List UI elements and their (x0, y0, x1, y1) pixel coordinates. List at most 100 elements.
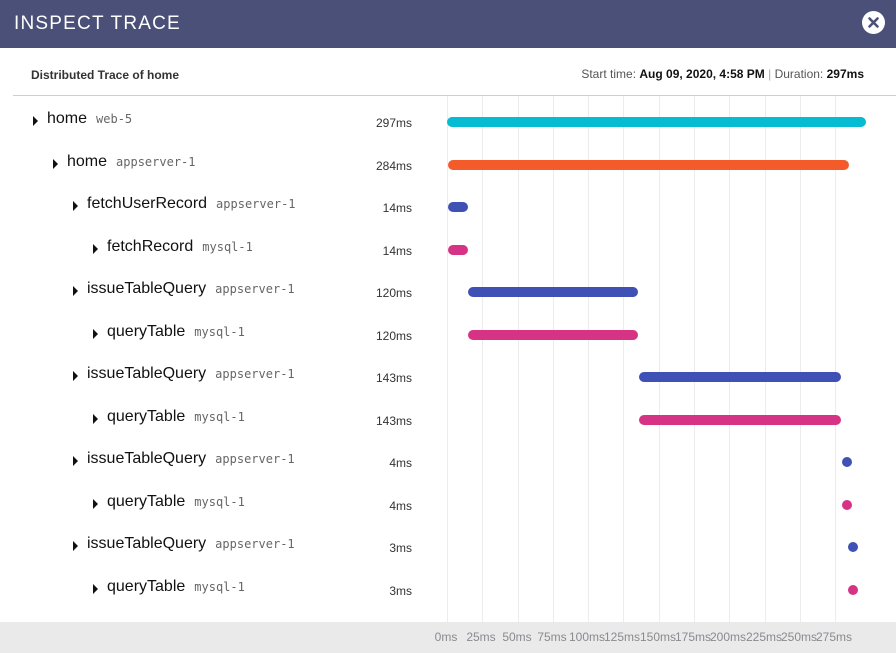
axis-tick-label: 0ms (434, 630, 458, 644)
service-name: appserver-1 (215, 452, 295, 466)
span-bar[interactable] (448, 244, 469, 255)
expand-caret-icon[interactable] (73, 371, 78, 381)
span-row[interactable]: queryTable mysql-1 143ms (0, 396, 896, 438)
gridline (694, 96, 695, 622)
header-divider (13, 95, 896, 96)
expand-caret-icon[interactable] (73, 286, 78, 296)
span-row[interactable]: issueTableQuery appserver-1 143ms (0, 353, 896, 395)
trace-header: Distributed Trace of home Start time: Au… (0, 48, 896, 96)
gridline (835, 96, 836, 622)
service-name: mysql-1 (194, 494, 245, 509)
span-name[interactable]: issueTableQuery appserver-1 (87, 365, 295, 383)
span-row[interactable]: issueTableQuery appserver-1 3ms (0, 523, 896, 565)
axis-tick-label: 100ms (568, 630, 606, 644)
gridline (765, 96, 766, 622)
axis-tick-label: 75ms (537, 630, 567, 644)
service-name: appserver-1 (215, 537, 295, 551)
span-duration: 143ms (375, 371, 412, 385)
span-row[interactable]: home appserver-1 284ms (0, 141, 896, 183)
axis-tick-label: 50ms (502, 630, 532, 644)
duration-value: 297ms (826, 67, 864, 81)
span-name[interactable]: fetchRecord mysql-1 (107, 238, 253, 256)
span-row[interactable]: fetchRecord mysql-1 14ms (0, 226, 896, 268)
span-name[interactable]: queryTable mysql-1 (107, 408, 245, 426)
close-button[interactable] (862, 11, 885, 34)
span-name[interactable]: fetchUserRecord appserver-1 (87, 195, 296, 213)
span-bar[interactable] (447, 117, 867, 127)
operation-name: queryTable (107, 407, 186, 425)
axis-tick-label: 175ms (674, 630, 712, 644)
span-duration: 297ms (375, 116, 412, 130)
span-bar[interactable] (448, 202, 469, 212)
timeline-axis: 0ms 25ms 50ms 75ms 100ms 125ms 150ms 175ms 200ms… (0, 622, 896, 653)
expand-caret-icon[interactable] (93, 498, 98, 509)
expand-caret-icon[interactable] (73, 201, 78, 211)
service-name: appserver-1 (215, 282, 295, 296)
axis-tick-label: 125ms (603, 630, 641, 644)
span-name[interactable]: home web-5 (47, 110, 132, 128)
span-bar[interactable] (468, 287, 638, 297)
expand-caret-icon[interactable] (73, 456, 78, 466)
span-name[interactable]: issueTableQuery appserver-1 (87, 535, 295, 553)
span-row[interactable]: queryTable mysql-1 4ms (0, 481, 896, 523)
title-bar: INSPECT TRACE (0, 0, 896, 48)
span-bar[interactable] (842, 499, 853, 510)
gridline (553, 96, 554, 622)
operation-name: queryTable (107, 322, 186, 340)
operation-name: fetchRecord (107, 237, 194, 255)
span-row[interactable]: issueTableQuery appserver-1 4ms (0, 438, 896, 480)
span-row[interactable]: fetchUserRecord appserver-1 14ms (0, 183, 896, 225)
expand-caret-icon[interactable] (33, 116, 38, 126)
expand-caret-icon[interactable] (53, 158, 58, 169)
expand-caret-icon[interactable] (93, 243, 98, 254)
operation-name: fetchUserRecord (87, 195, 208, 212)
service-name: appserver-1 (216, 197, 296, 211)
expand-caret-icon[interactable] (93, 328, 98, 339)
span-row[interactable]: queryTable mysql-1 120ms (0, 311, 896, 353)
span-duration: 14ms (382, 243, 412, 258)
span-name[interactable]: queryTable mysql-1 (107, 323, 245, 341)
span-name[interactable]: home appserver-1 (67, 153, 196, 171)
gridline (729, 96, 730, 622)
operation-name: home (47, 110, 88, 127)
span-duration: 284ms (375, 158, 412, 173)
span-bar[interactable] (447, 159, 849, 170)
span-bar[interactable] (468, 329, 638, 340)
span-row[interactable]: queryTable mysql-1 3ms (0, 566, 896, 608)
trace-meta: Start time: Aug 09, 2020, 4:58 PM | Dura… (581, 67, 864, 81)
service-name: mysql-1 (194, 579, 245, 594)
span-name[interactable]: queryTable mysql-1 (107, 578, 245, 596)
axis-tick-label: 200ms (709, 630, 747, 644)
span-name[interactable]: issueTableQuery appserver-1 (87, 280, 295, 298)
service-name: mysql-1 (202, 239, 253, 254)
operation-name: queryTable (107, 492, 186, 510)
span-bar[interactable] (848, 584, 858, 595)
gridline (800, 96, 801, 622)
expand-caret-icon[interactable] (93, 413, 98, 424)
operation-name: queryTable (107, 577, 186, 595)
span-row[interactable]: issueTableQuery appserver-1 120ms (0, 268, 896, 310)
operation-name: issueTableQuery (87, 535, 207, 552)
axis-tick-label: 250ms (780, 630, 818, 644)
span-name[interactable]: issueTableQuery appserver-1 (87, 450, 295, 468)
service-name: web-5 (96, 112, 133, 126)
span-bar[interactable] (639, 372, 841, 382)
span-duration: 14ms (382, 201, 412, 215)
gridline (482, 96, 483, 622)
span-row[interactable]: home web-5 297ms (0, 98, 896, 140)
meta-separator: | (768, 67, 772, 81)
span-duration: 143ms (375, 413, 412, 428)
span-duration: 120ms (375, 286, 412, 300)
trace-body: home web-5 297ms home appserver-1 284ms fetchU… (0, 96, 896, 622)
expand-caret-icon[interactable] (73, 541, 78, 551)
span-bar[interactable] (842, 457, 853, 467)
span-bar[interactable] (639, 414, 841, 425)
span-bar[interactable] (848, 542, 858, 552)
operation-name: home (67, 152, 108, 170)
close-icon (868, 17, 879, 28)
span-name[interactable]: queryTable mysql-1 (107, 493, 245, 511)
expand-caret-icon[interactable] (93, 583, 98, 594)
gridline (623, 96, 624, 622)
operation-name: issueTableQuery (87, 365, 207, 382)
start-time-value: Aug 09, 2020, 4:58 PM (639, 67, 765, 81)
